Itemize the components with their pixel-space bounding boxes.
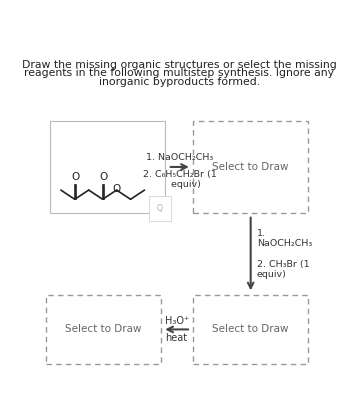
- Bar: [50, 121, 164, 213]
- Text: 1. NaOCH₂CH₃: 1. NaOCH₂CH₃: [146, 154, 214, 162]
- Text: Select to Draw: Select to Draw: [212, 162, 289, 172]
- FancyBboxPatch shape: [193, 121, 308, 213]
- Text: 1.
NaOCH₂CH₃

2. CH₃Br (1
equiv): 1. NaOCH₂CH₃ 2. CH₃Br (1 equiv): [257, 229, 312, 279]
- FancyBboxPatch shape: [193, 295, 308, 364]
- Text: Draw the missing organic structures or select the missing: Draw the missing organic structures or s…: [22, 60, 337, 70]
- Text: Select to Draw: Select to Draw: [65, 324, 142, 334]
- Text: O: O: [99, 171, 107, 182]
- Text: Q: Q: [157, 204, 163, 213]
- Text: heat: heat: [166, 333, 188, 343]
- Text: H₃O⁺: H₃O⁺: [164, 316, 189, 326]
- Text: inorganic byproducts formed.: inorganic byproducts formed.: [99, 77, 260, 87]
- Text: O: O: [71, 171, 80, 182]
- Text: O: O: [112, 184, 121, 194]
- Text: Select to Draw: Select to Draw: [212, 324, 289, 334]
- FancyBboxPatch shape: [46, 295, 161, 364]
- Text: reagents in the following multistep synthesis. Ignore any: reagents in the following multistep synt…: [25, 68, 334, 78]
- Text: 2. C₆H₅CH₂Br (1
    equiv): 2. C₆H₅CH₂Br (1 equiv): [143, 170, 217, 189]
